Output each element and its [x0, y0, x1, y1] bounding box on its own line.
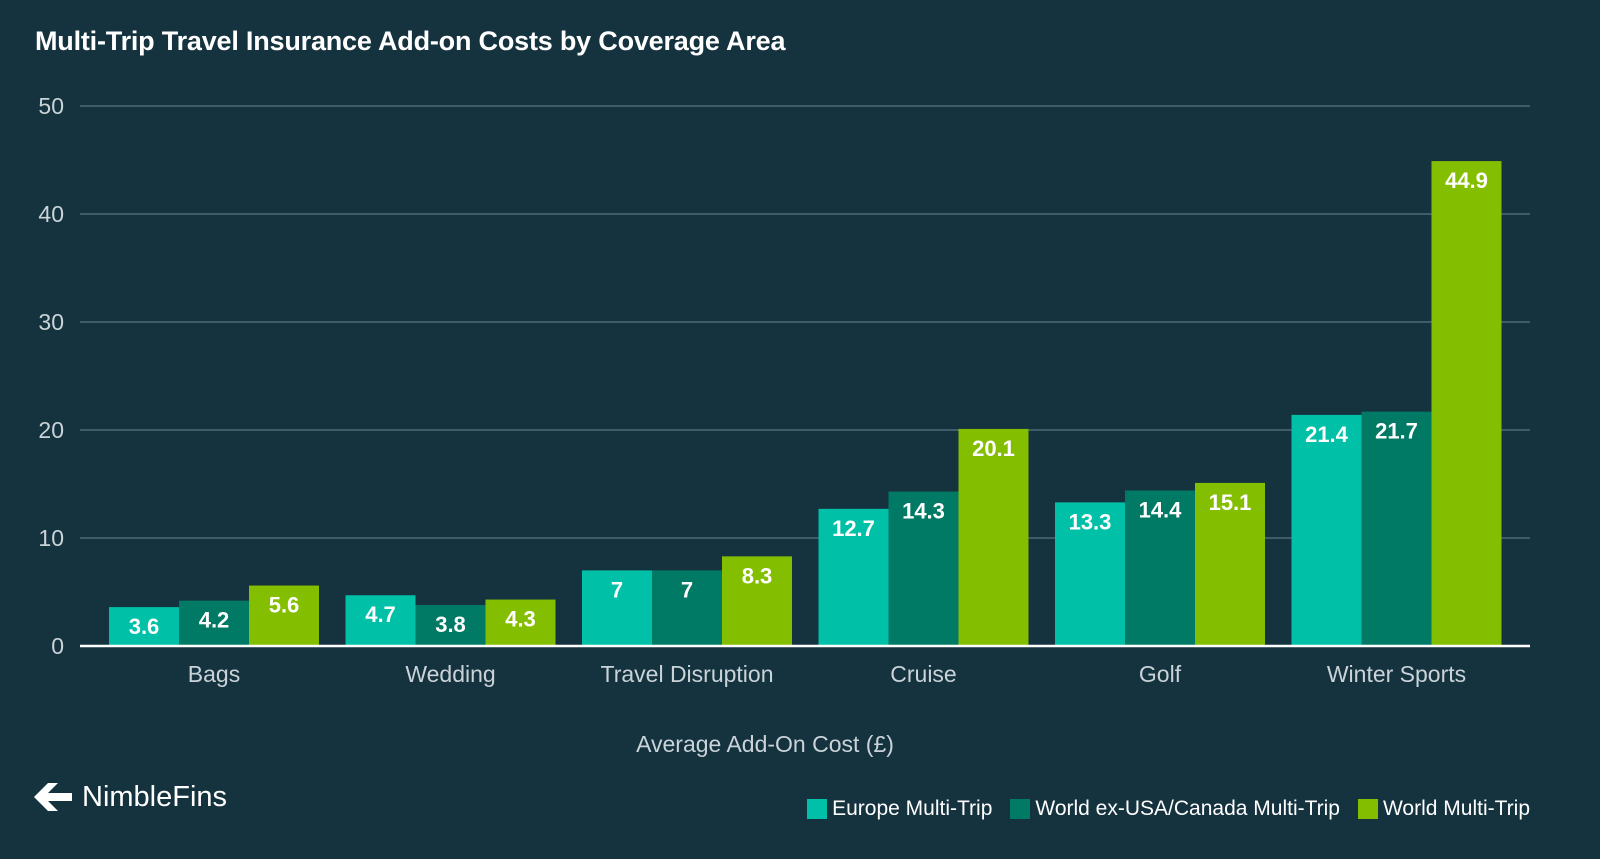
x-tick-label: Winter Sports — [1327, 661, 1466, 687]
bar — [652, 570, 722, 646]
x-tick-label: Cruise — [890, 661, 956, 687]
bar-value-label: 20.1 — [972, 436, 1015, 461]
bar — [582, 570, 652, 646]
bar-value-label: 7 — [681, 577, 693, 602]
bar-value-label: 4.3 — [505, 607, 536, 632]
y-tick-label: 10 — [38, 525, 64, 551]
y-tick-label: 20 — [38, 417, 64, 443]
bar — [1055, 502, 1125, 646]
bar — [485, 599, 556, 646]
bar-value-label: 14.3 — [902, 499, 945, 524]
bar — [249, 585, 319, 646]
bar-value-label: 3.6 — [129, 614, 160, 639]
bar-value-label: 3.8 — [435, 612, 466, 637]
x-tick-label: Travel Disruption — [601, 661, 774, 687]
bar-value-label: 21.7 — [1375, 419, 1418, 444]
bar-value-label: 15.1 — [1209, 490, 1252, 515]
bar-value-label: 4.2 — [199, 608, 230, 633]
y-tick-label: 0 — [51, 633, 64, 659]
bar — [1291, 414, 1362, 646]
bar-value-label: 13.3 — [1069, 509, 1112, 534]
x-tick-label: Bags — [188, 661, 240, 687]
bar-value-label: 44.9 — [1445, 168, 1488, 193]
brand-logo: NimbleFins — [34, 780, 227, 814]
bar-value-label: 14.4 — [1139, 497, 1183, 522]
chart-legend: Europe Multi-Trip World ex-USA/Canada Mu… — [807, 797, 1530, 821]
y-tick-label: 40 — [38, 201, 64, 227]
legend-item-world-ex-usa: World ex-USA/Canada Multi-Trip — [1010, 797, 1340, 821]
bar — [958, 428, 1029, 646]
bar — [1361, 411, 1432, 646]
bar — [888, 491, 959, 646]
x-tick-label: Golf — [1139, 661, 1182, 687]
x-tick-label: Wedding — [405, 661, 495, 687]
bar-value-label: 4.7 — [365, 602, 396, 627]
bar — [179, 600, 249, 646]
bar-chart: 0 10 20 30 40 50 3.6 4.2 5.6 Bags 4.7 3.8 4.3 Wedding… — [38, 93, 1530, 687]
bar-value-label: 12.7 — [832, 516, 875, 541]
legend-label: World ex-USA/Canada Multi-Trip — [1035, 797, 1340, 820]
x-axis-label: Average Add-On Cost (£) — [636, 731, 894, 757]
legend-label: World Multi-Trip — [1382, 797, 1530, 820]
bar — [722, 556, 792, 646]
bar-value-label: 21.4 — [1305, 422, 1349, 447]
legend-swatch — [1010, 799, 1031, 819]
legend-swatch — [807, 799, 828, 819]
bar — [1125, 490, 1195, 646]
legend-swatch — [1357, 799, 1378, 819]
legend-item-world: World Multi-Trip — [1357, 797, 1530, 821]
chart-title: Multi-Trip Travel Insurance Add-on Costs… — [35, 26, 786, 56]
bar-value-label: 5.6 — [269, 593, 300, 618]
legend-item-europe: Europe Multi-Trip — [807, 797, 992, 821]
brand-name: NimbleFins — [82, 780, 228, 813]
bar — [415, 604, 486, 646]
bar — [1431, 161, 1502, 646]
y-tick-label: 50 — [38, 93, 64, 119]
arrow-logo-icon — [34, 783, 72, 811]
bar — [345, 595, 416, 646]
bar — [818, 508, 889, 646]
legend-label: Europe Multi-Trip — [832, 797, 993, 820]
y-tick-label: 30 — [38, 309, 64, 335]
bar — [109, 607, 179, 646]
bar — [1195, 482, 1265, 646]
bar-value-label: 8.3 — [742, 563, 773, 588]
bar-value-label: 7 — [611, 577, 623, 602]
